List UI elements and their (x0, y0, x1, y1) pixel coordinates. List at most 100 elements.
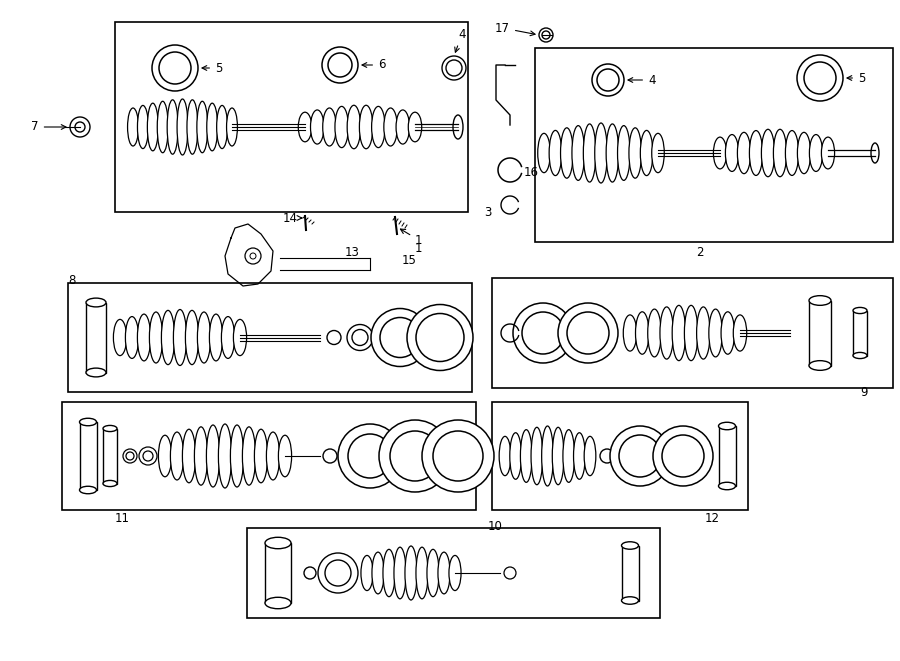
Ellipse shape (542, 426, 554, 486)
Ellipse shape (797, 132, 811, 174)
Circle shape (352, 329, 368, 346)
Ellipse shape (562, 430, 574, 483)
Ellipse shape (453, 115, 463, 139)
Ellipse shape (197, 312, 211, 363)
Ellipse shape (394, 547, 406, 599)
Text: 10: 10 (488, 520, 502, 533)
Ellipse shape (383, 108, 397, 146)
Circle shape (433, 431, 483, 481)
Ellipse shape (242, 427, 256, 485)
Ellipse shape (185, 311, 199, 365)
Ellipse shape (427, 549, 439, 597)
Circle shape (567, 312, 609, 354)
Ellipse shape (761, 130, 775, 176)
Ellipse shape (125, 317, 139, 358)
Ellipse shape (128, 108, 139, 146)
Circle shape (542, 31, 550, 39)
Ellipse shape (409, 112, 422, 142)
Circle shape (592, 64, 624, 96)
Circle shape (304, 567, 316, 579)
Bar (103, 428, 117, 483)
Ellipse shape (372, 106, 385, 147)
Ellipse shape (809, 295, 831, 305)
Circle shape (797, 55, 843, 101)
Ellipse shape (278, 435, 292, 477)
Text: 9: 9 (860, 387, 868, 399)
Text: 1: 1 (415, 241, 422, 254)
Text: 6: 6 (362, 59, 385, 71)
Ellipse shape (138, 106, 148, 149)
Ellipse shape (500, 436, 511, 476)
Circle shape (600, 449, 614, 463)
Text: 3: 3 (484, 206, 491, 219)
Text: 7: 7 (32, 120, 66, 134)
Circle shape (75, 122, 85, 132)
Text: 2: 2 (697, 245, 704, 258)
Circle shape (159, 52, 191, 84)
Ellipse shape (194, 427, 208, 485)
Bar (718, 426, 735, 486)
Ellipse shape (170, 432, 184, 480)
Ellipse shape (438, 552, 450, 594)
Ellipse shape (725, 135, 739, 171)
Bar (68, 283, 472, 392)
Ellipse shape (187, 100, 198, 154)
Ellipse shape (265, 537, 291, 549)
Circle shape (558, 303, 618, 363)
Ellipse shape (531, 427, 543, 485)
Text: 15: 15 (402, 254, 417, 266)
Circle shape (143, 451, 153, 461)
Ellipse shape (583, 124, 596, 182)
Ellipse shape (361, 555, 374, 590)
Circle shape (390, 431, 440, 481)
Ellipse shape (718, 483, 735, 490)
Ellipse shape (553, 427, 564, 485)
Bar (62, 402, 476, 510)
Circle shape (504, 567, 516, 579)
Ellipse shape (606, 124, 618, 182)
Circle shape (348, 434, 392, 478)
Ellipse shape (622, 542, 638, 549)
Circle shape (70, 117, 90, 137)
Ellipse shape (697, 307, 710, 359)
Ellipse shape (113, 319, 127, 356)
Ellipse shape (809, 135, 823, 171)
Ellipse shape (734, 315, 747, 351)
Text: 4: 4 (628, 73, 655, 87)
Ellipse shape (537, 134, 550, 173)
Ellipse shape (158, 101, 168, 153)
Ellipse shape (298, 112, 311, 142)
Bar (853, 311, 867, 356)
Ellipse shape (372, 552, 384, 594)
Circle shape (328, 53, 352, 77)
Ellipse shape (158, 435, 172, 477)
Ellipse shape (640, 130, 652, 176)
Ellipse shape (718, 422, 735, 430)
Ellipse shape (709, 309, 723, 357)
Ellipse shape (79, 486, 96, 494)
Text: 16: 16 (524, 165, 539, 178)
Text: 1: 1 (400, 229, 422, 247)
Circle shape (610, 426, 670, 486)
Text: 13: 13 (345, 247, 359, 260)
Ellipse shape (622, 597, 638, 604)
Circle shape (371, 309, 429, 366)
Text: 5: 5 (202, 61, 222, 75)
Ellipse shape (323, 108, 337, 146)
Bar (265, 543, 291, 603)
Ellipse shape (197, 101, 208, 153)
Ellipse shape (219, 424, 231, 488)
Text: 4: 4 (454, 28, 466, 52)
Ellipse shape (660, 307, 673, 359)
Circle shape (446, 60, 462, 76)
Circle shape (250, 253, 256, 259)
Ellipse shape (221, 317, 235, 358)
Ellipse shape (86, 368, 106, 377)
Circle shape (318, 553, 358, 593)
Ellipse shape (737, 132, 751, 174)
Ellipse shape (672, 305, 686, 361)
Circle shape (322, 47, 358, 83)
Text: 17: 17 (495, 22, 536, 36)
Ellipse shape (786, 131, 798, 175)
Ellipse shape (635, 312, 649, 354)
